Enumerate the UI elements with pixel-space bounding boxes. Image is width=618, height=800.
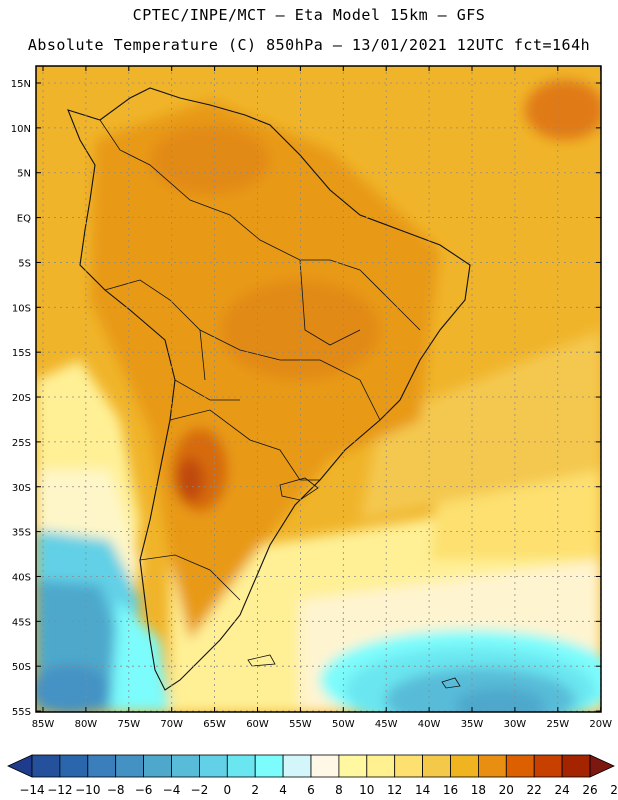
colorbar-swatch <box>394 754 424 778</box>
colorbar-label: 12 <box>387 783 402 797</box>
colorbar-label: −2 <box>191 783 209 797</box>
lat-label: 45S <box>12 617 31 628</box>
colorbar-label: 14 <box>415 783 430 797</box>
colorbar-label: 16 <box>443 783 458 797</box>
colorbar-label: 18 <box>471 783 486 797</box>
lon-label: 40W <box>418 719 441 730</box>
colorbar-label: 10 <box>359 783 374 797</box>
lat-label: EQ <box>17 214 31 225</box>
colorbar-swatch <box>87 754 117 778</box>
longitude-axis: 85W 80W 75W 70W 65W 60W 55W 50W 45W 40W 35W 30W 25W 2… <box>32 66 612 730</box>
colorbar-label: 2 <box>251 783 259 797</box>
colorbar-label: −8 <box>107 783 125 797</box>
lat-label: 10N <box>11 124 31 135</box>
colorbar-label: 4 <box>279 783 287 797</box>
colorbar-label: 6 <box>307 783 315 797</box>
colorbar-swatch <box>366 754 396 778</box>
colorbar-label: −4 <box>163 783 181 797</box>
lat-label: 30S <box>12 483 31 494</box>
lon-label: 85W <box>32 719 55 730</box>
colorbar-swatch <box>422 754 451 778</box>
colorbar-arrow-low <box>7 754 33 778</box>
colorbar-swatch <box>310 754 340 778</box>
color-legend: −14 −12 −10 −8 −6 −4 −2 0 2 4 6 8 10 12 14 16 18 20 22 24 26… <box>7 754 618 797</box>
lat-label: 35S <box>12 528 31 539</box>
colorbar-swatch <box>31 754 61 778</box>
lon-label: 20W <box>589 719 612 730</box>
lat-label: 15N <box>11 79 31 90</box>
map-title: CPTEC/INPE/MCT – Eta Model 15km – GFS <box>132 6 486 24</box>
lon-label: 65W <box>203 719 226 730</box>
lon-label: 30W <box>504 719 527 730</box>
colorbar-label: 28 <box>610 783 618 797</box>
lon-label: 45W <box>375 719 398 730</box>
colorbar-swatch <box>338 754 368 778</box>
colorbar-swatch <box>226 754 256 778</box>
colorbar-arrow-high <box>589 754 615 778</box>
colorbar-swatch <box>505 754 535 778</box>
lon-label: 50W <box>332 719 355 730</box>
colorbar-swatch <box>59 754 89 778</box>
temperature-field <box>36 66 601 712</box>
colorbar-swatch <box>477 754 507 778</box>
coastline <box>67 87 471 691</box>
graticule <box>36 66 602 712</box>
lat-label: 50S <box>12 662 31 673</box>
lat-label: 10S <box>12 303 31 314</box>
colorbar-swatch <box>254 754 284 778</box>
colorbar-swatch <box>450 754 479 778</box>
lon-label: 70W <box>160 719 183 730</box>
colorbar-swatch <box>115 754 144 778</box>
colorbar-label: −14 <box>19 783 44 797</box>
lat-label: 15S <box>12 348 31 359</box>
colorbar-label: −12 <box>47 783 72 797</box>
colorbar-swatch <box>198 754 228 778</box>
lat-label: 25S <box>12 438 31 449</box>
lat-label: 5S <box>18 258 31 269</box>
colorbar-label: 24 <box>554 783 569 797</box>
map-frame <box>35 65 602 713</box>
lon-label: 75W <box>117 719 140 730</box>
lat-label: 40S <box>12 572 31 583</box>
lat-label: 20S <box>12 393 31 404</box>
colorbar-swatch <box>533 754 563 778</box>
lon-label: 60W <box>246 719 269 730</box>
colorbar-label: −6 <box>135 783 153 797</box>
lon-label: 80W <box>75 719 98 730</box>
lat-label: 5N <box>17 169 31 180</box>
colorbar-label: 22 <box>527 783 542 797</box>
colorbar-label: 8 <box>335 783 343 797</box>
lon-label: 35W <box>461 719 484 730</box>
colorbar-swatch <box>171 754 200 778</box>
lon-label: 55W <box>289 719 312 730</box>
colorbar-swatch <box>561 754 591 778</box>
colorbar-label: 26 <box>582 783 597 797</box>
colorbar-swatch <box>282 754 312 778</box>
lat-label: 55S <box>12 707 31 718</box>
lon-label: 25W <box>546 719 569 730</box>
latitude-axis: 15N 10N 5N EQ 5S 10S 15S 20S 25S 30S 35S 40S 45S 50S 5… <box>11 79 601 718</box>
map-subtitle: Absolute Temperature (C) 850hPa – 13/01/… <box>27 36 591 54</box>
colorbar-label: −10 <box>75 783 100 797</box>
colorbar-label: 20 <box>499 783 514 797</box>
colorbar-swatch <box>143 754 172 778</box>
colorbar-label: 0 <box>223 783 231 797</box>
